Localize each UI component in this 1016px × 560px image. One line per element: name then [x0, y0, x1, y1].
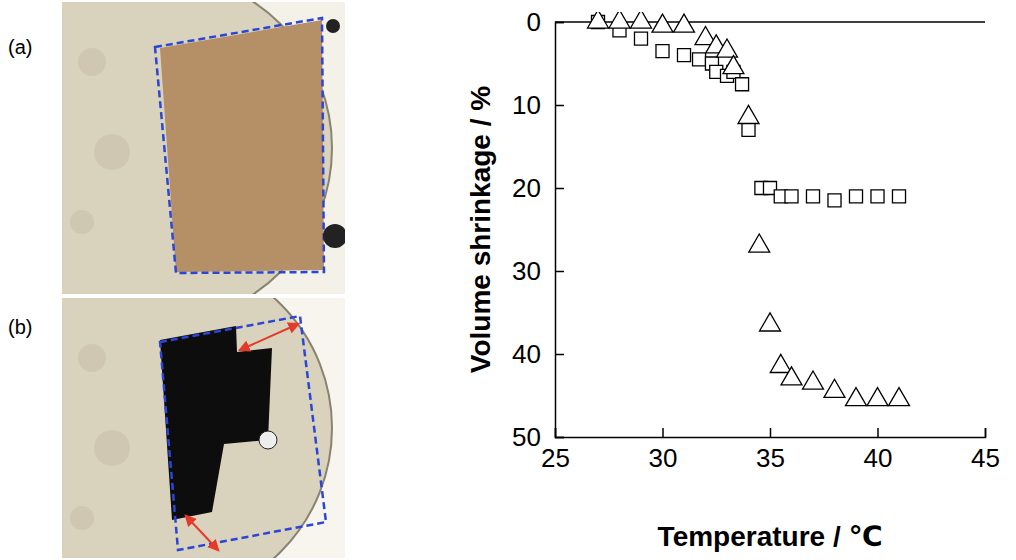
y-tick-mark — [555, 437, 564, 439]
y-tick: 50 — [512, 422, 564, 452]
triangle-point — [609, 12, 630, 28]
panel-label: (b) — [8, 316, 32, 338]
x-tick-label: 30 — [649, 443, 678, 473]
x-axis-title: Temperature / ℃ — [658, 521, 883, 552]
triangle-point — [803, 371, 824, 389]
y-tick-label: 50 — [512, 422, 541, 452]
series-square — [591, 15, 905, 206]
x-tick: 30 — [649, 428, 678, 473]
y-tick: 40 — [512, 339, 564, 369]
speckle — [70, 210, 94, 234]
bubble — [259, 431, 277, 449]
square-point — [656, 45, 669, 58]
triangle-point — [717, 39, 738, 57]
square-point — [742, 123, 755, 136]
speckle — [78, 344, 106, 372]
x-tick-label: 25 — [541, 443, 570, 473]
x-tick-label: 35 — [756, 443, 785, 473]
lens-field — [62, 298, 332, 558]
square-point — [736, 78, 749, 91]
triangle-point — [674, 14, 695, 32]
photo — [62, 2, 345, 294]
chart: 25 30 35 40 45 0 10 20 30 40 50 Temperature / ℃ Volu… — [465, 7, 1000, 552]
square-point — [785, 190, 798, 203]
y-tick-mark — [555, 105, 564, 107]
y-tick-label: 10 — [512, 90, 541, 120]
square-point — [806, 190, 819, 203]
bubble — [323, 224, 345, 248]
figure: (a) (b) 25 30 35 40 45 0 10 20 30 40 50 Temperature /… — [0, 0, 1016, 560]
triangle-point — [770, 354, 791, 372]
y-tick-mark — [555, 271, 564, 273]
lens-field — [62, 2, 332, 294]
outline — [155, 18, 324, 273]
x-tick: 35 — [756, 428, 785, 473]
triangle-point — [781, 367, 802, 385]
arrow — [186, 516, 218, 550]
triangle-point — [749, 234, 770, 252]
triangle-point — [631, 12, 652, 28]
triangle-point — [588, 12, 609, 28]
x-tick: 45 — [971, 428, 1000, 473]
square-point — [693, 53, 706, 66]
y-tick-label: 30 — [512, 256, 541, 286]
y-tick-label: 40 — [512, 339, 541, 369]
gel-swollen — [160, 20, 324, 272]
square-point — [828, 194, 841, 207]
y-tick-label: 0 — [527, 7, 541, 37]
plot-area — [588, 12, 910, 406]
x-tick-label: 40 — [864, 443, 893, 473]
square-point — [634, 32, 647, 45]
y-tick-mark — [555, 354, 564, 356]
photo — [62, 298, 345, 558]
series-triangle — [588, 12, 910, 406]
y-axis-line — [556, 23, 565, 438]
triangle-point — [652, 14, 673, 32]
speckle — [78, 48, 106, 76]
arrow — [240, 324, 298, 350]
triangle-point — [824, 379, 845, 397]
square-point — [871, 190, 884, 203]
x-axis-line — [556, 428, 986, 438]
x-tick-mark — [985, 428, 987, 437]
y-axis: 0 10 20 30 40 50 — [512, 7, 564, 452]
y-tick-label: 20 — [512, 173, 541, 203]
triangle-point — [867, 388, 888, 406]
triangle-point — [723, 56, 744, 74]
speckle — [70, 506, 94, 530]
speckle — [94, 134, 130, 170]
y-axis-title: Volume shrinkage / % — [465, 86, 496, 373]
x-axis: 25 30 35 40 45 — [541, 428, 1000, 473]
gel-shrunk — [160, 326, 272, 520]
triangle-point — [738, 105, 759, 123]
y-tick: 20 — [512, 173, 564, 203]
x-tick-mark — [662, 428, 664, 437]
y-tick: 30 — [512, 256, 564, 286]
square-point — [677, 49, 690, 62]
triangle-point — [846, 388, 867, 406]
x-tick: 40 — [864, 428, 893, 473]
speckle — [94, 430, 130, 466]
x-tick-mark — [877, 428, 879, 437]
y-tick-mark — [555, 188, 564, 190]
square-point — [892, 190, 905, 203]
triangle-point — [889, 388, 910, 406]
square-point — [849, 190, 862, 203]
y-tick: 0 — [527, 7, 564, 37]
y-tick-mark — [555, 22, 564, 24]
y-tick: 10 — [512, 90, 564, 120]
outline — [160, 316, 326, 550]
panel-label: (a) — [8, 36, 32, 58]
bubble — [326, 19, 340, 33]
triangle-point — [760, 313, 781, 331]
x-tick-label: 45 — [971, 443, 1000, 473]
x-tick-mark — [770, 428, 772, 437]
